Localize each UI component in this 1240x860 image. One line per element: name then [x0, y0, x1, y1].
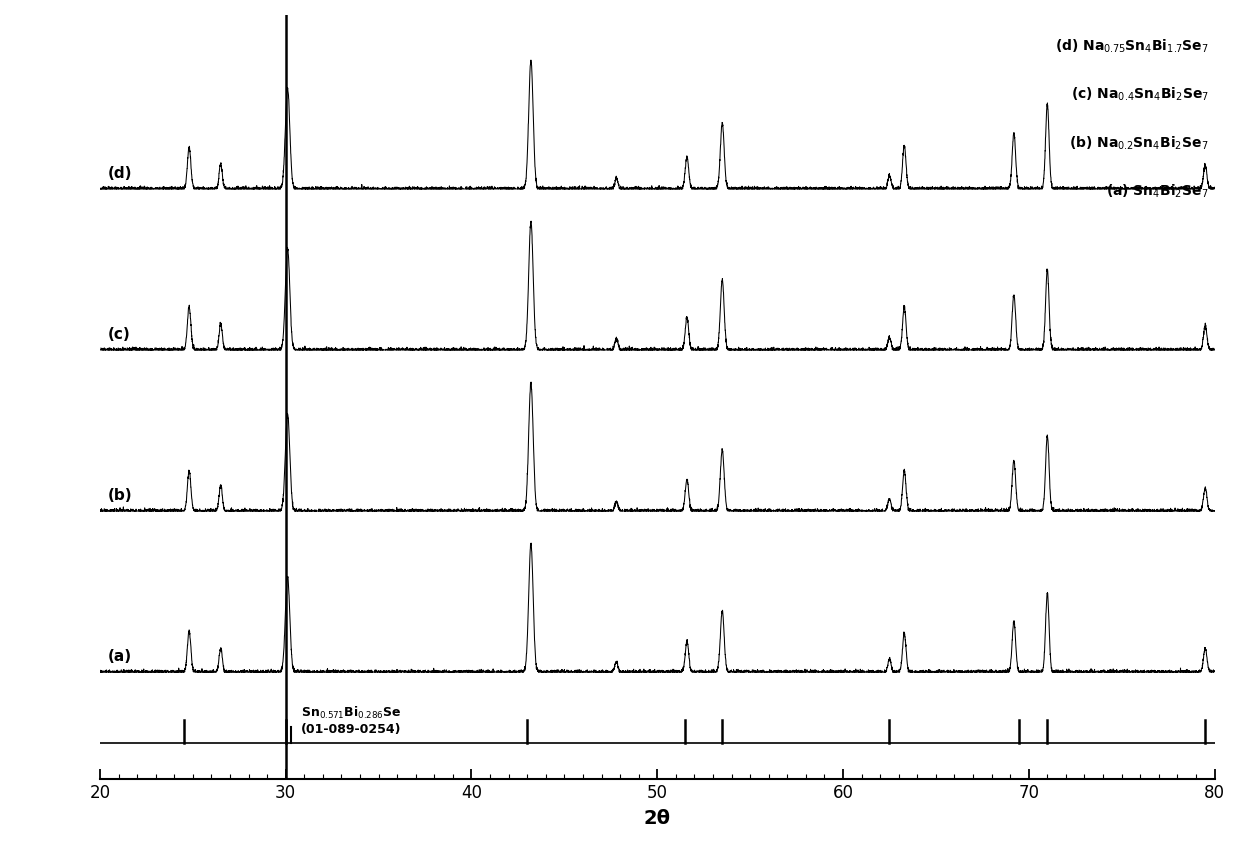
Text: (a) Sn$_4$Bi$_2$Se$_7$: (a) Sn$_4$Bi$_2$Se$_7$: [1106, 182, 1209, 200]
Text: (b): (b): [108, 488, 131, 503]
Text: (c) Na$_{0.4}$Sn$_4$Bi$_2$Se$_7$: (c) Na$_{0.4}$Sn$_4$Bi$_2$Se$_7$: [1070, 86, 1209, 103]
Text: (d): (d): [108, 166, 131, 181]
Text: (b) Na$_{0.2}$Sn$_4$Bi$_2$Se$_7$: (b) Na$_{0.2}$Sn$_4$Bi$_2$Se$_7$: [1069, 134, 1209, 151]
Text: (d) Na$_{0.75}$Sn$_4$Bi$_{1.7}$Se$_7$: (d) Na$_{0.75}$Sn$_4$Bi$_{1.7}$Se$_7$: [1055, 38, 1209, 55]
X-axis label: 2θ: 2θ: [644, 808, 671, 828]
Text: (c): (c): [108, 328, 130, 342]
Text: (a): (a): [108, 649, 131, 664]
Text: Sn$_{0.571}$Bi$_{0.286}$Se
(01-089-0254): Sn$_{0.571}$Bi$_{0.286}$Se (01-089-0254): [300, 705, 402, 736]
